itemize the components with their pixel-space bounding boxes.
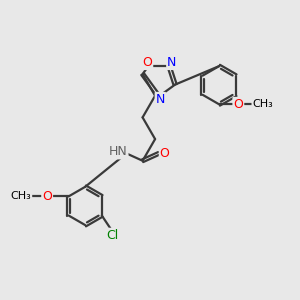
Text: O: O (142, 56, 152, 69)
Text: CH₃: CH₃ (11, 191, 31, 201)
Text: O: O (160, 147, 170, 160)
Text: N: N (156, 93, 165, 106)
Text: HN: HN (109, 146, 128, 158)
Text: O: O (233, 98, 243, 111)
Text: N: N (167, 56, 176, 69)
Text: Cl: Cl (106, 229, 118, 242)
Text: O: O (42, 190, 52, 203)
Text: CH₃: CH₃ (252, 99, 273, 110)
